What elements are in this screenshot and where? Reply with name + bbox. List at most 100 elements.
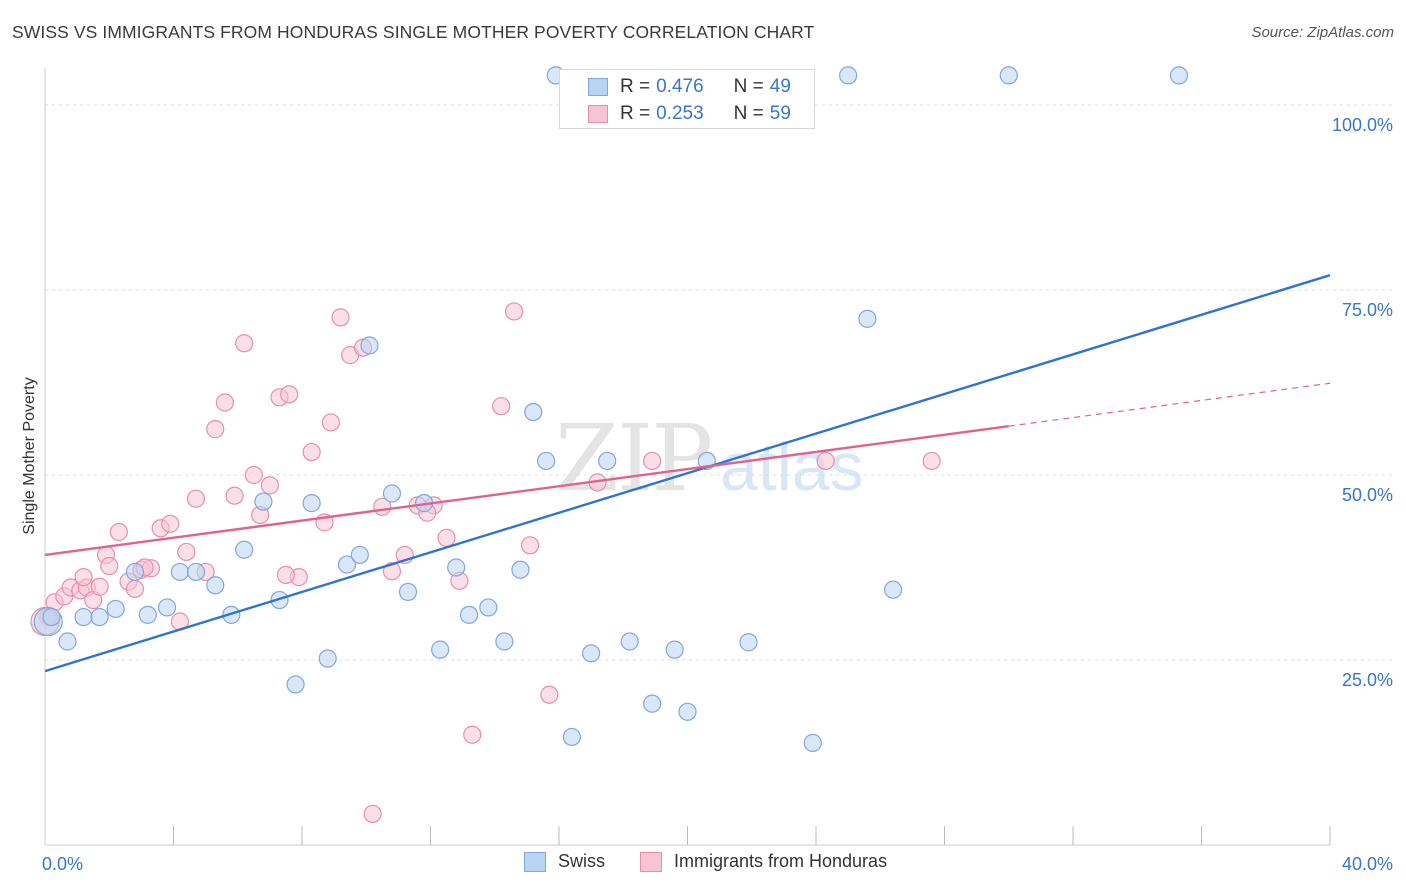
series-legend: Swiss Immigrants from Honduras [0, 851, 1406, 877]
honduras-point-18 [177, 542, 196, 562]
swiss-point-28 [479, 598, 498, 617]
honduras-point-44 [463, 725, 482, 744]
honduras-swatch [588, 105, 608, 123]
swiss-point-45 [858, 309, 877, 328]
honduras-point-16 [161, 514, 180, 533]
swiss-point-9 [170, 562, 190, 582]
swiss-point-44 [839, 66, 858, 85]
swiss-point-30 [511, 560, 530, 579]
swiss-point-19 [337, 555, 357, 574]
swiss-point-32 [537, 451, 556, 471]
swiss-point-14 [254, 492, 273, 511]
swiss-point-3 [74, 607, 93, 627]
swiss-point-6 [125, 562, 145, 582]
swiss-point-42 [739, 633, 758, 652]
swiss-point-4 [90, 607, 109, 627]
honduras-point-22 [215, 393, 234, 412]
swiss-point-23 [398, 582, 418, 602]
honduras-point-9 [100, 556, 119, 576]
gridlines [45, 104, 1395, 661]
swiss-point-21 [360, 336, 379, 355]
swiss-point-26 [447, 558, 466, 577]
legend-row-honduras: R = 0.253 N = 59 [588, 101, 791, 127]
swiss-point-46 [883, 580, 903, 599]
honduras-point-21 [206, 420, 225, 439]
swiss-point-8 [157, 598, 177, 617]
swiss-point-43 [803, 733, 822, 752]
honduras-point-46 [504, 302, 524, 321]
swiss-point-40 [678, 702, 697, 721]
y-tick-label-100: 100.0% [1332, 115, 1393, 135]
honduras-point-54 [74, 568, 93, 587]
y-tick-label-25: 25.0% [1342, 670, 1393, 690]
honduras-point-37 [363, 804, 382, 824]
honduras-point-34 [331, 308, 350, 327]
honduras-point-42 [437, 528, 456, 548]
swiss-point-13 [235, 540, 254, 559]
honduras-points [30, 302, 941, 824]
swiss-swatch [588, 78, 608, 96]
x-tick-label-40: 40.0% [1342, 854, 1393, 874]
honduras-point-56 [276, 565, 296, 585]
honduras-point-51 [816, 451, 835, 471]
honduras-point-47 [520, 536, 540, 555]
honduras-point-52 [922, 451, 941, 471]
swiss-point-47 [999, 66, 1018, 85]
honduras-legend-label: Immigrants from Honduras [674, 851, 888, 871]
swiss-point-18 [318, 649, 337, 668]
swiss-point-27 [459, 605, 479, 624]
legend-row-swiss: R = 0.476 N = 49 [588, 74, 791, 100]
honduras-point-31 [302, 442, 321, 462]
swiss-point-22 [382, 484, 402, 503]
honduras-trend-extension [1008, 382, 1331, 427]
swiss-n-value: 49 [769, 76, 791, 97]
honduras-point-23 [225, 486, 244, 505]
swiss-point-16 [286, 675, 305, 694]
swiss-point-25 [431, 640, 450, 659]
honduras-n-value: 59 [769, 103, 791, 124]
chart-source: Source: ZipAtlas.com [1251, 24, 1394, 41]
swiss-point-48 [1169, 66, 1189, 85]
x-tick-label-0: 0.0% [42, 854, 83, 874]
axes [44, 68, 1331, 846]
swiss-point-5 [106, 599, 125, 619]
swiss-legend-label: Swiss [558, 851, 606, 871]
correlation-legend: R = 0.476 N = 49 R = 0.253 N = 59 [559, 69, 815, 129]
legend-item-honduras: Immigrants from Honduras [640, 851, 887, 872]
swiss-point-11 [206, 576, 225, 595]
honduras-point-7 [90, 577, 109, 596]
honduras-point-48 [540, 685, 559, 704]
swiss-n-label: N = [733, 76, 764, 97]
honduras-point-25 [244, 465, 263, 485]
swiss-point-1 [42, 607, 61, 627]
swiss-points [33, 66, 1189, 752]
swiss-point-10 [186, 562, 206, 582]
chart-title: SWISS VS IMMIGRANTS FROM HONDURAS SINGLE… [12, 22, 815, 42]
legend-item-swiss: Swiss [524, 851, 605, 872]
swiss-point-7 [138, 605, 157, 624]
honduras-point-19 [186, 489, 206, 508]
tick-labels: 25.0% 50.0% 75.0% 100.0% 0.0% 40.0% [42, 115, 1393, 874]
y-tick-label-50: 50.0% [1342, 485, 1393, 505]
y-tick-label-75: 75.0% [1342, 300, 1393, 320]
honduras-r-label: R = [620, 103, 651, 124]
honduras-point-27 [260, 476, 279, 495]
swiss-legend-swatch [524, 851, 546, 872]
swiss-point-36 [598, 451, 617, 471]
honduras-point-10 [109, 522, 128, 542]
honduras-point-29 [280, 385, 299, 404]
swiss-r-value: 0.476 [656, 76, 704, 97]
swiss-point-35 [582, 644, 601, 663]
honduras-point-50 [643, 451, 662, 471]
swiss-point-31 [524, 403, 543, 422]
swiss-r-label: R = [620, 76, 651, 97]
honduras-trend-line [44, 424, 1009, 557]
swiss-trend-line [44, 274, 1331, 673]
swiss-point-39 [665, 640, 684, 659]
swiss-point-38 [643, 694, 662, 713]
honduras-r-value: 0.253 [656, 103, 704, 124]
swiss-point-17 [302, 494, 321, 513]
swiss-point-20 [350, 545, 369, 565]
swiss-point-2 [58, 632, 77, 651]
